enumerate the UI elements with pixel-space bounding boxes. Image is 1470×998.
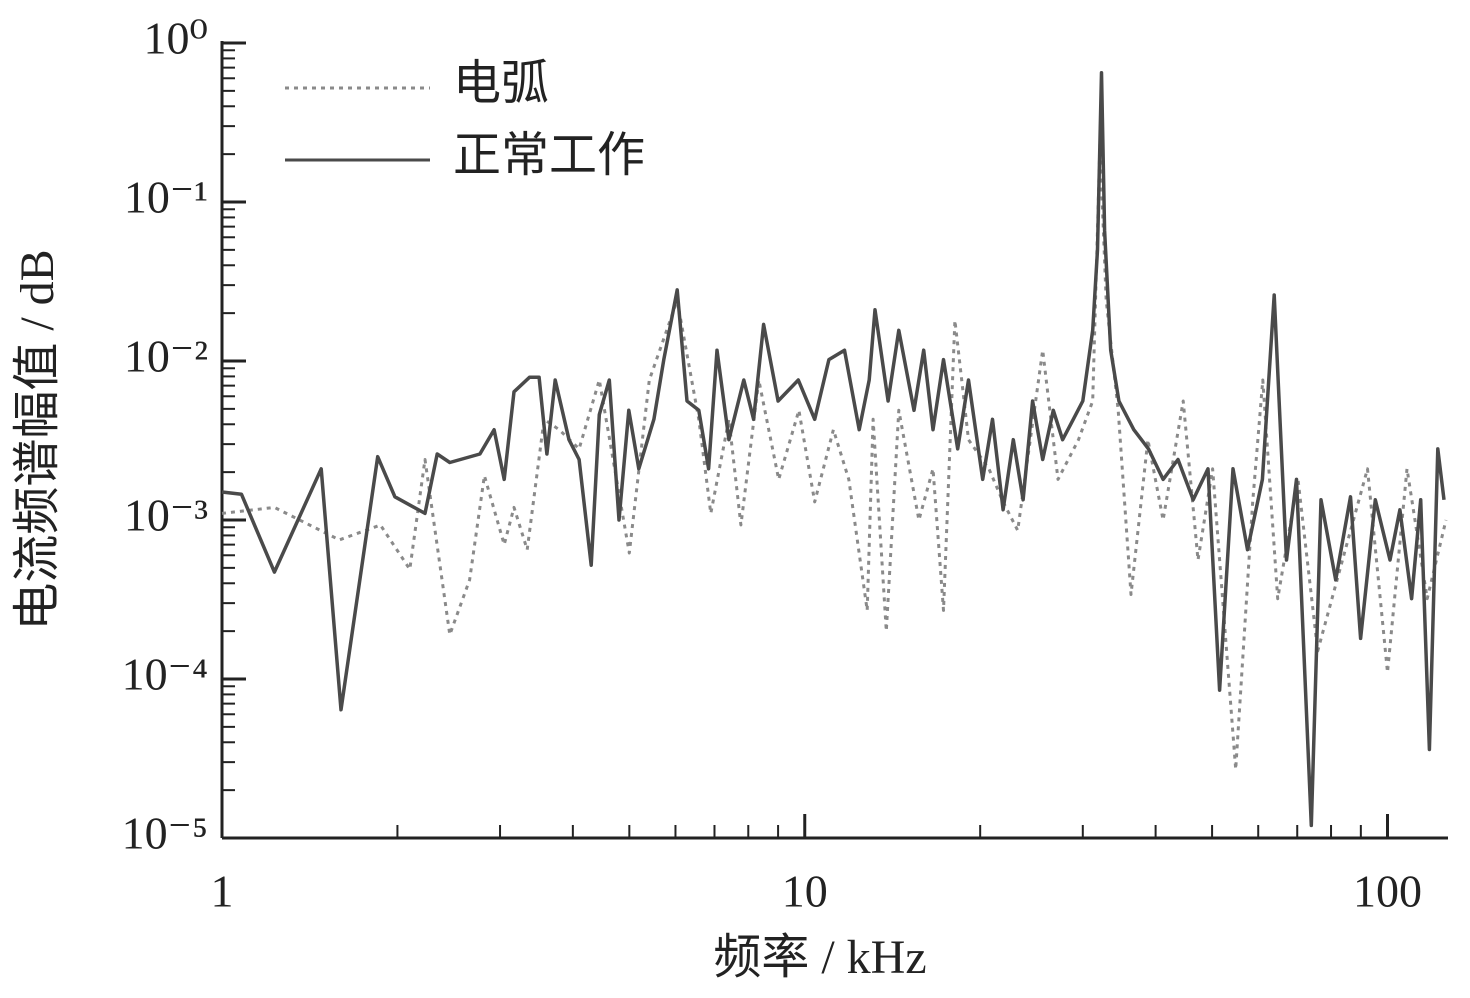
x-tick-label: 10 (782, 866, 828, 917)
x-axis-label: 频率 / kHz (713, 931, 926, 984)
y-tick-label: 10⁻⁵ (122, 808, 208, 859)
x-tick-label: 100 (1353, 866, 1422, 917)
x-tick-label: 1 (211, 866, 234, 917)
series-line (221, 143, 1448, 771)
legend-label: 电弧 (453, 57, 549, 110)
series-line (221, 70, 1446, 828)
y-tick-label: 10⁻¹ (124, 172, 208, 223)
y-tick-label: 10⁻³ (124, 490, 208, 541)
legend-label: 正常工作 (453, 129, 645, 182)
y-tick-label: 10⁻⁴ (122, 649, 208, 700)
y-axis-label: 电流频谱幅值 / dB (11, 249, 64, 630)
y-tick-label: 10⁰ (144, 13, 208, 64)
y-tick-label: 10⁻² (124, 331, 208, 382)
